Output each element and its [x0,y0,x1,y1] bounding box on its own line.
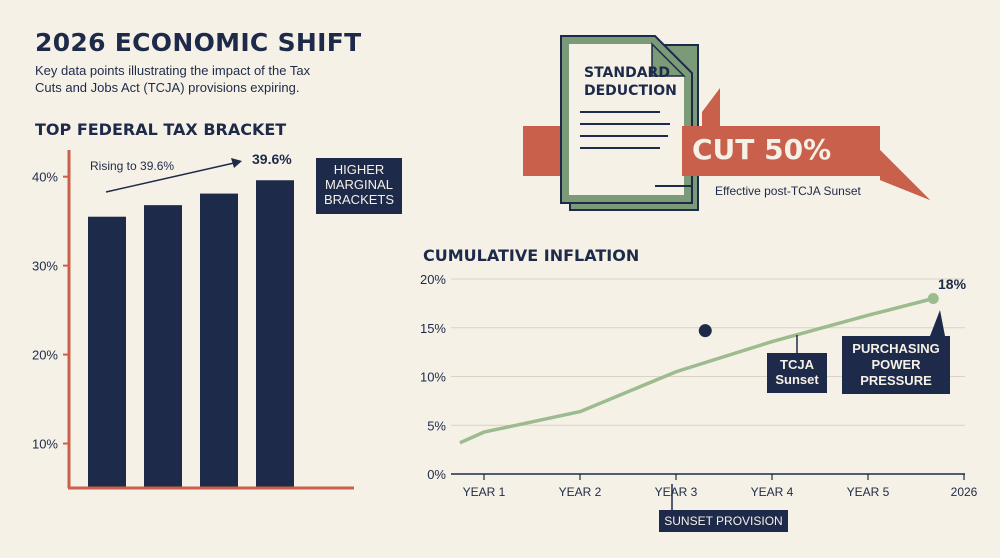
inflation-x-tick-label: 2026 [951,485,978,499]
inflation-x-tick-label: YEAR 5 [847,485,890,499]
trend-arrow-label: Rising to 39.6% [90,159,174,173]
bracket-bar [200,193,238,488]
document-title: STANDARD DEDUCTION [584,65,677,99]
document-inner-page [569,44,684,195]
inflation-x-tick-label: YEAR 4 [751,485,794,499]
inflation-y-tick-label: 5% [427,418,446,433]
cut-subtitle: Effective post-TCJA Sunset [715,184,861,198]
bracket-bar [256,180,294,488]
inflation-y-tick-label: 20% [420,272,446,287]
inflation-x-tick-label: YEAR 1 [463,485,506,499]
tcja-sunset-callout: TCJA Sunset [767,353,827,393]
purchasing-power-callout: PURCHASING POWER PRESSURE [842,336,950,394]
bracket-y-tick-label: 30% [32,259,58,274]
inflation-y-tick-label: 10% [420,370,446,385]
higher-brackets-callout: HIGHER MARGINAL BRACKETS [316,158,402,214]
trend-arrow-head [231,158,242,168]
sunset-provision-label: SUNSET PROVISION [659,510,788,532]
bracket-y-tick-label: 20% [32,348,58,363]
bracket-chart-title: TOP FEDERAL TAX BRACKET [35,120,287,139]
top-bar-value-label: 39.6% [252,151,292,167]
page-subtitle: Key data points illustrating the impact … [35,63,311,95]
page-title: 2026 ECONOMIC SHIFT [35,28,362,57]
inflation-y-tick-label: 15% [420,321,446,336]
bracket-y-tick-label: 40% [32,170,58,185]
inflation-x-tick-label: YEAR 2 [559,485,602,499]
inflation-series-line [459,296,934,445]
pressure-pointer [930,310,945,336]
inflation-y-tick-label: 0% [427,467,446,482]
inflation-end-marker [927,293,939,304]
trend-arrow-line [105,162,235,193]
bracket-y-tick-label: 10% [32,437,58,452]
bracket-bar [88,216,126,489]
inflation-chart-title: CUMULATIVE INFLATION [423,246,640,265]
inflation-end-value-label: 18% [938,276,967,292]
bracket-bar [144,205,182,488]
cut-label: CUT 50% [692,133,832,166]
document-fold [651,42,686,77]
tcja-sunset-marker [698,324,712,338]
inflation-x-tick-label: YEAR 3 [655,485,698,499]
cut-arrow-front [682,126,930,200]
